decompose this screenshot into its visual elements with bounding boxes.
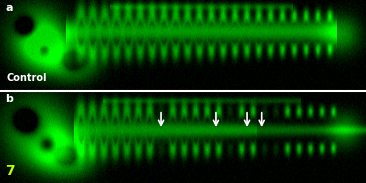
Text: 7: 7	[5, 164, 15, 178]
Text: b: b	[5, 94, 14, 104]
Text: Control: Control	[7, 73, 47, 83]
Text: a: a	[5, 3, 13, 13]
